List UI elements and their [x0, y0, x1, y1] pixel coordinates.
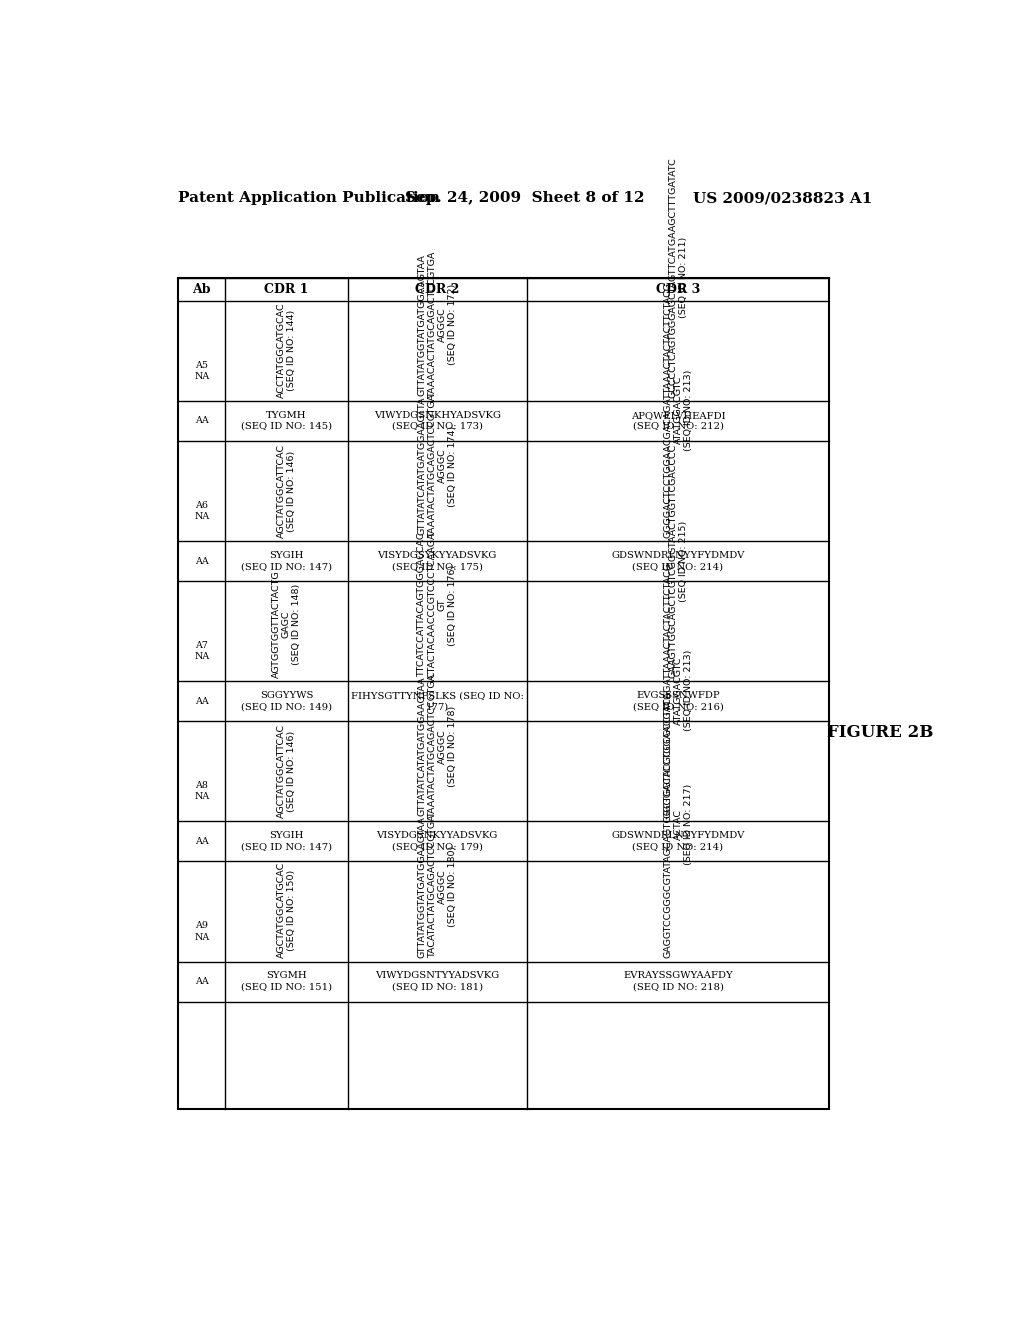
Text: CDR 3: CDR 3	[656, 282, 700, 296]
Text: GCCCCTCAGTGGGAGCTAGTTCATGAAGCTTTGATATC
(SEQ ID NO: 211): GCCCCTCAGTGGGAGCTAGTTCATGAAGCTTTGATATC (…	[669, 157, 687, 397]
Text: AGCTATGGCATTCAC
(SEQ ID NO: 146): AGCTATGGCATTCAC (SEQ ID NO: 146)	[276, 444, 296, 539]
Text: AGCTATGGCATTCAC
(SEQ ID NO: 146): AGCTATGGCATTCAC (SEQ ID NO: 146)	[276, 725, 296, 818]
Text: SYGMH
(SEQ ID NO: 151): SYGMH (SEQ ID NO: 151)	[241, 972, 332, 991]
Text: AA: AA	[195, 977, 209, 986]
Text: US 2009/0238823 A1: US 2009/0238823 A1	[692, 191, 872, 206]
Text: SYGIH
(SEQ ID NO: 147): SYGIH (SEQ ID NO: 147)	[241, 832, 332, 851]
Text: ACCTATGGCATGCAC
(SEQ ID NO: 144): ACCTATGGCATGCAC (SEQ ID NO: 144)	[276, 302, 296, 397]
Text: CDR 1: CDR 1	[264, 282, 308, 296]
Text: CDR 2: CDR 2	[415, 282, 460, 296]
Text: VISYDGSNKYYADSVKG
(SEQ ID NO: 179): VISYDGSNKYYADSVKG (SEQ ID NO: 179)	[377, 832, 498, 851]
Text: A7
NA: A7 NA	[195, 642, 210, 661]
Text: TTCATCCATTACAGTGGGACCAC
CTACTACAAСCCGTCCCTCAAGA
GT
(SEQ ID NO: 176): TTCATCCATTACAGTGGGACCAC CTACTACAAСCCGTCC…	[418, 532, 457, 678]
Text: AA: AA	[195, 417, 209, 425]
Text: FIGURE 2B: FIGURE 2B	[826, 723, 933, 741]
Text: VIWYDGSNKHYADSVKG
(SEQ ID NO: 173): VIWYDGSNKHYADSVKG (SEQ ID NO: 173)	[374, 411, 501, 432]
Text: TYGMH
(SEQ ID NO: 145): TYGMH (SEQ ID NO: 145)	[241, 411, 332, 432]
Text: SGGYYWS
(SEQ ID NO: 149): SGGYYWS (SEQ ID NO: 149)	[241, 692, 332, 711]
Text: GGGGACTCCTGGAACGACAGATTAAACTACTACTTCTACG
ATATGGACGTC
(SEQ ID NO: 213): GGGGACTCCTGGAACGACAGATTAAACTACTACTTCTACG…	[664, 562, 692, 818]
Text: GTTATATGGTATGATGGAAGTAA
TAAACACTATGCAGACTCCGTGA
AGGGC
(SEQ ID NO: 172): GTTATATGGTATGATGGAAGTAA TAAACACTATGCAGAC…	[418, 252, 457, 397]
Text: Patent Application Publication: Patent Application Publication	[178, 191, 440, 206]
Text: A9
NA: A9 NA	[195, 921, 210, 941]
Text: GAGGTCCGGGCGTATAGCAGTGGCTGGTACGCCCGCCTTTG
ACTAC
(SEQ ID NO: 217): GAGGTCCGGGCGTATAGCAGTGGCTGGTACGCCCGCCTTT…	[664, 692, 692, 958]
Text: GAAGTTGGCAGCTCGTCGGGTAACTGGTTCGACCCC
(SEQ ID NO: 215): GAAGTTGGCAGCTCGTCGGGTAACTGGTTCGACCCC (SE…	[669, 444, 687, 678]
Text: AGCTATGGCATGCAC
(SEQ ID NO: 150): AGCTATGGCATGCAC (SEQ ID NO: 150)	[276, 862, 296, 958]
Text: GTTATATCATATGATGGAAGTAA
TAAATACTATGCAGACTCCGTGA
AGGGC
(SEQ ID NO: 178): GTTATATCATATGATGGAAGTAA TAAATACTATGCAGAC…	[418, 675, 457, 818]
Text: VISYDGSYKYYADSVKG
(SEQ ID NO: 175): VISYDGSYKYYADSVKG (SEQ ID NO: 175)	[378, 550, 497, 572]
Text: GDSWNDRLNYYFYDMDV
(SEQ ID NO: 214): GDSWNDRLNYYFYDMDV (SEQ ID NO: 214)	[611, 550, 744, 572]
Text: APQWELVHEAFDI
(SEQ ID NO: 212): APQWELVHEAFDI (SEQ ID NO: 212)	[631, 411, 725, 432]
Text: Ab: Ab	[193, 282, 211, 296]
Text: SYGIH
(SEQ ID NO: 147): SYGIH (SEQ ID NO: 147)	[241, 550, 332, 572]
Text: Sep. 24, 2009  Sheet 8 of 12: Sep. 24, 2009 Sheet 8 of 12	[406, 191, 644, 206]
Text: GTTATATGGTATGATGGAAGTAA
TACATACTATGCAGACTCCGTGA
AGGGC
(SEQ ID NO: 180): GTTATATGGTATGATGGAAGTAA TACATACTATGCAGAC…	[418, 814, 457, 958]
Text: A8
NA: A8 NA	[195, 781, 210, 801]
Text: AA: AA	[195, 697, 209, 706]
Text: A5
NA: A5 NA	[195, 360, 210, 381]
Text: GTTATATCATATGATGGAAGTTA
TAAATACTATGCAGACTCCGTGA
AGGGC
(SEQ ID NO: 174): GTTATATCATATGATGGAAGTTA TAAATACTATGCAGAC…	[418, 393, 457, 539]
Text: AA: AA	[195, 557, 209, 565]
Text: A6
NA: A6 NA	[195, 502, 210, 521]
Text: GDSWNDRLNYYFYDMDV
(SEQ ID NO: 214): GDSWNDRLNYYFYDMDV (SEQ ID NO: 214)	[611, 832, 744, 851]
Text: EVGSSSNWFDP
(SEQ ID NO: 216): EVGSSSNWFDP (SEQ ID NO: 216)	[633, 692, 723, 711]
Text: GGGGACTCCTGGAACGACAGATTAAACTACTACTTCTACG
ATATGGACGTC
(SEQ ID NO: 213): GGGGACTCCTGGAACGACAGATTAAACTACTACTTCTACG…	[664, 282, 692, 539]
Text: VIWYDGSNTYYADSVKG
(SEQ ID NO: 181): VIWYDGSNTYYADSVKG (SEQ ID NO: 181)	[375, 972, 500, 991]
Bar	[178, 277, 829, 1109]
Text: FIHYSGTTYNPSLKS (SEQ ID NO:
177): FIHYSGTTYNPSLKS (SEQ ID NO: 177)	[350, 692, 523, 711]
Text: AA: AA	[195, 837, 209, 846]
Text: AGTGGTGGTTACTACTG
GAGC
(SEQ ID NO: 148): AGTGGTGGTTACTACTG GAGC (SEQ ID NO: 148)	[272, 570, 301, 678]
Text: EVRAYSSGWYAAFDY
(SEQ ID NO: 218): EVRAYSSGWYAAFDY (SEQ ID NO: 218)	[624, 972, 733, 991]
